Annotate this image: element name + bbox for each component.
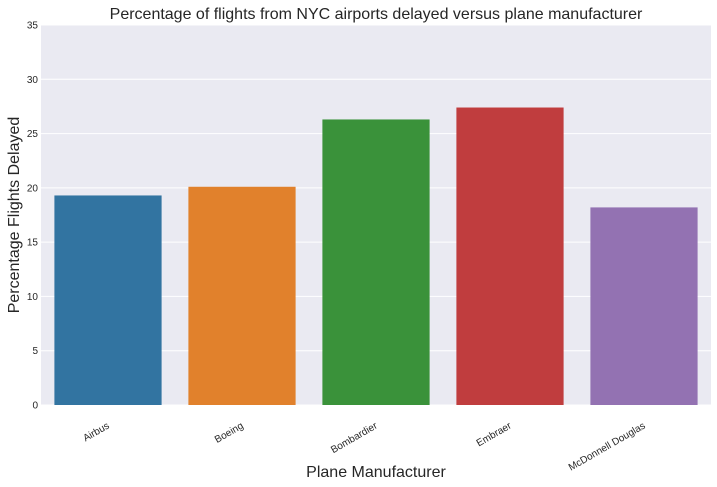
x-tick-label: Embraer [475,420,514,449]
bars [54,107,698,405]
y-tick-label: 35 [27,21,39,32]
y-axis-label: Percentage Flights Delayed [6,117,23,314]
y-tick-label: 20 [27,183,39,194]
y-tick-label: 5 [32,346,38,357]
x-tick-label: Bombardier [329,420,380,456]
y-tick-labels: 0 5 10 15 20 25 30 35 [27,21,39,412]
x-axis-label: Plane Manufacturer [306,464,446,481]
y-tick-label: 10 [27,292,39,303]
x-tick-label: Boeing [213,421,245,446]
bar-bombardier [322,119,430,405]
bar-mcdonnell-douglas [590,207,698,405]
bar-boeing [188,186,296,405]
y-tick-label: 30 [27,75,39,86]
bar-airbus [54,195,162,405]
y-tick-label: 25 [27,129,39,140]
y-tick-label: 15 [27,238,39,249]
x-tick-label: McDonnell Douglas [567,421,648,474]
bar-embraer [456,107,564,405]
x-tick-label: Airbus [81,421,111,445]
y-tick-label: 0 [32,401,38,412]
chart-title: Percentage of flights from NYC airports … [110,6,643,23]
